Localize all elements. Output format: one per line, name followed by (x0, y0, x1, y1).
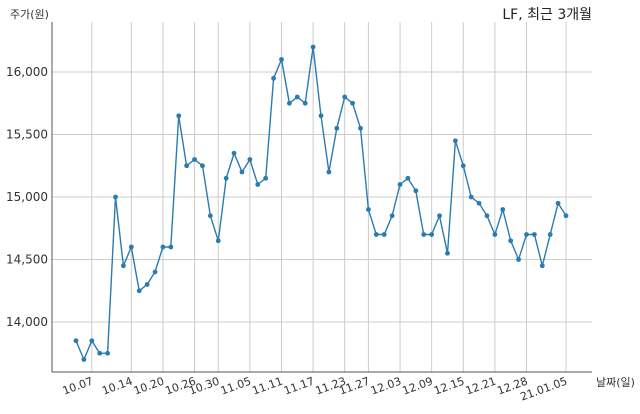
data-point (152, 269, 158, 275)
data-point (350, 100, 356, 106)
x-tick-label: 11.17 (282, 375, 316, 398)
data-point (366, 207, 371, 212)
data-point (547, 232, 553, 237)
data-point (121, 263, 126, 269)
chart-title: LF, 최근 3개월 (502, 7, 592, 23)
data-point (318, 113, 324, 119)
data-point (492, 232, 498, 237)
data-point (373, 232, 379, 237)
data-point (452, 138, 458, 144)
data-point (294, 94, 300, 100)
data-point (160, 244, 166, 250)
data-point (302, 100, 308, 106)
data-point (397, 182, 403, 187)
data-point (207, 213, 213, 219)
data-point (460, 163, 466, 169)
x-tick-label: 10.14 (100, 375, 134, 398)
data-point (263, 175, 269, 181)
data-point (539, 263, 545, 269)
data-point (168, 244, 174, 250)
x-tick-label: 11.05 (219, 375, 253, 398)
data-point (271, 75, 276, 81)
data-point (405, 175, 411, 181)
y-tick-label: 14,500 (6, 253, 48, 267)
x-axis-label: 날짜(일) (596, 376, 635, 389)
data-point (128, 244, 134, 250)
data-point (381, 232, 387, 237)
data-point (476, 200, 482, 206)
data-point (113, 194, 118, 200)
data-point (500, 207, 506, 212)
y-tick-label: 16,000 (6, 65, 48, 79)
data-point (200, 163, 205, 169)
data-point (286, 100, 292, 106)
data-point (176, 113, 182, 119)
data-point (531, 232, 537, 237)
series-line (75, 46, 567, 362)
x-tick-label: 10.07 (61, 375, 95, 398)
data-point (97, 350, 103, 356)
data-point (421, 232, 427, 237)
y-axis-label: 주가(원) (10, 8, 49, 21)
y-tick-label: 15,000 (6, 190, 48, 204)
data-point (192, 157, 197, 162)
data-point (144, 282, 150, 287)
data-point (73, 338, 79, 344)
data-point (445, 250, 450, 256)
data-point (310, 44, 316, 50)
data-point (334, 125, 340, 131)
data-point (437, 213, 442, 219)
data-point (516, 257, 521, 262)
data-point (223, 175, 229, 181)
x-tick-label: 12.15 (432, 375, 466, 398)
data-point (136, 288, 142, 294)
x-tick-label: 11.11 (250, 375, 284, 398)
data-point (389, 213, 395, 219)
data-point (508, 238, 514, 244)
data-point (429, 232, 435, 237)
data-point (358, 125, 363, 131)
data-point (468, 194, 474, 200)
data-point (215, 238, 221, 244)
x-tick-label: 12.09 (401, 375, 435, 398)
data-point (563, 213, 569, 219)
data-point (81, 357, 87, 362)
x-tick-label: 12.21 (464, 375, 498, 398)
data-point (247, 157, 253, 162)
x-tick-label: 12.03 (369, 375, 403, 398)
data-point (279, 57, 284, 62)
data-point (326, 169, 332, 175)
data-point (255, 182, 261, 187)
x-tick-label: 10.20 (132, 375, 166, 398)
y-tick-label: 15,500 (6, 128, 48, 142)
data-point (105, 350, 111, 356)
data-point (413, 188, 419, 194)
data-point (231, 150, 237, 156)
data-point (184, 163, 190, 169)
y-tick-label: 14,000 (6, 315, 48, 329)
data-point (555, 200, 561, 206)
data-point (89, 338, 95, 344)
data-point (239, 169, 245, 175)
data-point (484, 213, 490, 219)
data-point (524, 232, 529, 237)
data-point (342, 94, 348, 100)
